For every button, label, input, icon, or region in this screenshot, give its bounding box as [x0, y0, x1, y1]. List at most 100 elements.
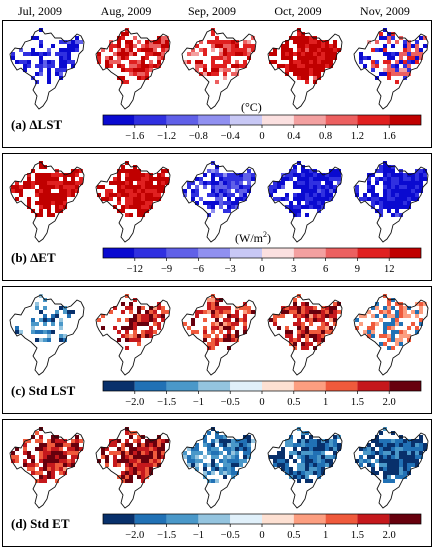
map-cell [71, 439, 75, 443]
map-cell [215, 306, 219, 310]
map-cell [47, 455, 51, 459]
map-cell [395, 52, 399, 56]
map-cell [137, 435, 141, 439]
map-cell [219, 173, 223, 177]
map-cell [145, 40, 149, 44]
map-cell [337, 302, 341, 306]
map-cell [215, 338, 219, 342]
map-cell [117, 36, 121, 40]
colorbar-tick-label: −1.6 [125, 131, 144, 142]
map-cell [71, 451, 75, 455]
map-cell [133, 185, 137, 189]
map-cell [273, 322, 277, 326]
map-cell [313, 455, 317, 459]
map-cell [387, 338, 391, 342]
map-cell [187, 447, 191, 451]
map-cell [39, 52, 43, 56]
map-cell [59, 52, 63, 56]
map-cell [207, 471, 211, 475]
map-cell [207, 463, 211, 467]
map-cell [301, 72, 305, 76]
map-cell [187, 52, 191, 56]
map-cell [133, 68, 137, 72]
colorbar-segment [293, 248, 326, 258]
map-cell [157, 326, 161, 330]
map-cell [121, 302, 125, 306]
map-cell [383, 475, 387, 479]
map-cell [125, 177, 129, 181]
map-cell [285, 439, 289, 443]
map-cell [391, 189, 395, 193]
map-cell [55, 201, 59, 205]
panel-label: (c) Std LST [11, 383, 76, 398]
map-cell [227, 455, 231, 459]
map-cell [117, 181, 121, 185]
map-cell [399, 471, 403, 475]
map-cell [133, 205, 137, 209]
map-cell [379, 48, 383, 52]
panel-3-graphics: −2.0 −1.5 −1 −0.5 0 0.5 1 1.5 2.0 [9, 427, 429, 541]
map-cell [31, 52, 35, 56]
map-cell [337, 443, 341, 447]
map-cell [387, 189, 391, 193]
map-cell [219, 189, 223, 193]
map-cell [305, 318, 309, 322]
map-cell [51, 181, 55, 185]
map-cell [101, 451, 105, 455]
map-cell [117, 193, 121, 197]
panel-2: −2.0 −1.5 −1 −0.5 0 0.5 1 1.5 2.0 (c) Std LST [2, 286, 432, 414]
map-cell [411, 193, 415, 197]
map-cell [281, 56, 285, 60]
map-cell [247, 185, 251, 189]
map-cell [301, 56, 305, 60]
map-cell [407, 326, 411, 330]
map-cell [309, 193, 313, 197]
map-cell [141, 56, 145, 60]
map-cell [293, 338, 297, 342]
map-cell [35, 181, 39, 185]
map-cell [293, 68, 297, 72]
map-cell [305, 475, 309, 479]
map-cell [113, 205, 117, 209]
map-cell [309, 342, 313, 346]
map-cell [117, 197, 121, 201]
map-cell [231, 463, 235, 467]
map-cell [149, 471, 153, 475]
map-cell [141, 330, 145, 334]
map-cell [235, 52, 239, 56]
map-cell [23, 68, 27, 72]
map-cell [71, 447, 75, 451]
map-cell [137, 68, 141, 72]
map-cell [269, 52, 273, 56]
map-cell [317, 475, 321, 479]
map-cell [125, 173, 129, 177]
map-cell [59, 334, 63, 338]
map-cell [39, 471, 43, 475]
map-cell [153, 310, 157, 314]
map-cell [51, 435, 55, 439]
map-cell [363, 197, 367, 201]
map-cell [149, 326, 153, 330]
map-cell [141, 44, 145, 48]
map-cell [371, 334, 375, 338]
map-cell [379, 310, 383, 314]
map-cell [359, 463, 363, 467]
map-cell [415, 197, 419, 201]
map-cell [211, 342, 215, 346]
map-cell [293, 475, 297, 479]
map-cell [407, 471, 411, 475]
map-cell [325, 322, 329, 326]
map-cell [309, 52, 313, 56]
map-cell [39, 455, 43, 459]
map-cell [203, 443, 207, 447]
colorbar-tick-label: −1.5 [157, 397, 176, 408]
map-cell [309, 435, 313, 439]
map-cell [333, 310, 337, 314]
map-cell [215, 169, 219, 173]
map-cell [67, 185, 71, 189]
map-cell [325, 455, 329, 459]
map-cell [195, 451, 199, 455]
map-cell [203, 330, 207, 334]
map-cell [309, 189, 313, 193]
map-cell [55, 209, 59, 213]
